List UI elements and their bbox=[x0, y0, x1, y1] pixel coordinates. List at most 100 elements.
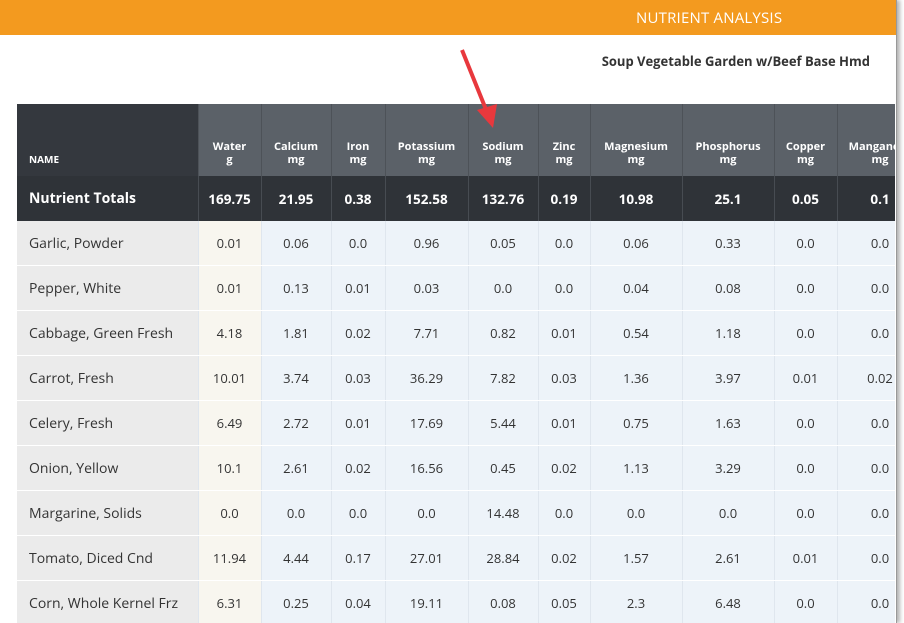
column-name: Copper bbox=[785, 139, 826, 154]
nutrient-value: 5.44 bbox=[468, 400, 539, 446]
column-header: Phosphorus mg bbox=[682, 104, 775, 176]
total-value: 0.38 bbox=[331, 176, 386, 221]
nutrient-value: 0.0 bbox=[837, 221, 895, 266]
nutrient-value: 2.72 bbox=[261, 400, 332, 446]
nutrient-value: 0.0 bbox=[774, 310, 838, 356]
nutrient-value: 3.74 bbox=[261, 355, 332, 401]
nutrient-value: 0.54 bbox=[590, 310, 683, 356]
nutrient-value: 0.0 bbox=[837, 265, 895, 311]
column-unit: mg bbox=[719, 152, 737, 167]
nutrient-value: 1.18 bbox=[682, 310, 775, 356]
column-header: Copper mg bbox=[774, 104, 838, 176]
nutrient-value: 0.0 bbox=[837, 445, 895, 491]
column-name: Calcium bbox=[273, 139, 319, 154]
nutrient-value: 0.0 bbox=[837, 580, 895, 623]
nutrient-value: 0.01 bbox=[774, 535, 838, 581]
nutrient-value: 2.61 bbox=[682, 535, 775, 581]
total-value: 169.75 bbox=[198, 176, 262, 221]
nutrient-value: 0.05 bbox=[538, 580, 591, 623]
nutrient-value: 0.0 bbox=[590, 490, 683, 536]
nutrient-value: 0.17 bbox=[331, 535, 386, 581]
ingredient-name: Celery, Fresh bbox=[17, 400, 199, 446]
nutrient-value: 16.56 bbox=[385, 445, 469, 491]
nutrient-value: 0.0 bbox=[538, 490, 591, 536]
nutrient-value: 3.97 bbox=[682, 355, 775, 401]
column-name: Iron bbox=[346, 139, 370, 154]
nutrient-value: 28.84 bbox=[468, 535, 539, 581]
nutrient-value: 4.44 bbox=[261, 535, 332, 581]
nutrient-value: 0.02 bbox=[538, 535, 591, 581]
nutrient-value: 1.57 bbox=[590, 535, 683, 581]
column-name: Sodium bbox=[482, 139, 524, 154]
column-header: NAME bbox=[17, 104, 199, 176]
column-name: NAME bbox=[29, 152, 60, 166]
ingredient-row: Corn, Whole Kernel Frz 6.31 0.25 0.04 19.11 0… bbox=[17, 580, 895, 623]
column-unit: mg bbox=[555, 152, 573, 167]
nutrient-value: 10.1 bbox=[198, 445, 262, 491]
ingredient-name: Carrot, Fresh bbox=[17, 355, 199, 401]
nutrient-value: 0.13 bbox=[261, 265, 332, 311]
nutrient-value: 0.45 bbox=[468, 445, 539, 491]
nutrient-value: 19.11 bbox=[385, 580, 469, 623]
column-unit: mg bbox=[349, 152, 367, 167]
ingredient-name: Garlic, Powder bbox=[17, 221, 199, 266]
nutrient-value: 0.0 bbox=[774, 221, 838, 266]
nutrient-value: 6.48 bbox=[682, 580, 775, 623]
nutrient-value: 6.31 bbox=[198, 580, 262, 623]
nutrient-value: 0.01 bbox=[198, 221, 262, 266]
ingredient-row: Onion, Yellow 10.1 2.61 0.02 16.56 0.45 0.02 1.… bbox=[17, 445, 895, 491]
ingredient-row: Garlic, Powder 0.01 0.06 0.0 0.96 0.05 0.0 0.06… bbox=[17, 221, 895, 266]
recipe-title: Soup Vegetable Garden w/Beef Base Hmd bbox=[601, 52, 870, 70]
ingredient-row: Carrot, Fresh 10.01 3.74 0.03 36.29 7.82 0.03 1… bbox=[17, 355, 895, 401]
column-name: Magnesium bbox=[604, 139, 668, 154]
column-header: Manganesemg bbox=[837, 104, 895, 176]
nutrient-value: 0.02 bbox=[538, 445, 591, 491]
nutrient-value: 0.01 bbox=[538, 400, 591, 446]
totals-row: Nutrient Totals 169.75 21.95 0.38 152.58 132.… bbox=[17, 176, 895, 221]
column-header: Calcium mg bbox=[261, 104, 332, 176]
nutrient-value: 0.04 bbox=[590, 265, 683, 311]
column-name: Phosphorus bbox=[695, 139, 761, 154]
nutrient-value: 14.48 bbox=[468, 490, 539, 536]
nutrient-value: 4.18 bbox=[198, 310, 262, 356]
nutrient-value: 0.0 bbox=[774, 265, 838, 311]
nutrient-value: 0.06 bbox=[590, 221, 683, 266]
nutrient-value: 0.0 bbox=[331, 221, 386, 266]
column-unit: mg bbox=[796, 152, 814, 167]
column-name: Potassium bbox=[397, 139, 456, 154]
nutrient-value: 0.0 bbox=[538, 221, 591, 266]
ingredient-name: Onion, Yellow bbox=[17, 445, 199, 491]
nutrient-value: 0.82 bbox=[468, 310, 539, 356]
column-unit: mg bbox=[627, 152, 645, 167]
ingredient-row: Pepper, White 0.01 0.13 0.01 0.03 0.0 0.0 0.04 0… bbox=[17, 265, 895, 311]
column-header: Zinc mg bbox=[538, 104, 591, 176]
nutrient-value: 0.0 bbox=[774, 445, 838, 491]
ingredient-name: Pepper, White bbox=[17, 265, 199, 311]
nutrient-value: 0.03 bbox=[331, 355, 386, 401]
nutrient-value: 17.69 bbox=[385, 400, 469, 446]
nutrient-value: 0.0 bbox=[774, 400, 838, 446]
nutrient-value: 0.0 bbox=[837, 535, 895, 581]
nutrient-value: 0.01 bbox=[331, 400, 386, 446]
nutrient-value: 0.0 bbox=[331, 490, 386, 536]
nutrient-value: 0.75 bbox=[590, 400, 683, 446]
nutrient-value: 0.0 bbox=[682, 490, 775, 536]
header-bar: NUTRIENT ANALYSIS bbox=[0, 0, 896, 35]
nutrient-value: 1.36 bbox=[590, 355, 683, 401]
nutrient-value: 36.29 bbox=[385, 355, 469, 401]
column-header: Iron mg bbox=[331, 104, 386, 176]
nutrient-value: 0.02 bbox=[331, 310, 386, 356]
nutrient-value: 0.01 bbox=[331, 265, 386, 311]
nutrient-value: 0.33 bbox=[682, 221, 775, 266]
nutrient-value: 0.01 bbox=[774, 355, 838, 401]
nutrient-value: 0.0 bbox=[385, 490, 469, 536]
nutrient-value: 2.3 bbox=[590, 580, 683, 623]
ingredient-row: Celery, Fresh 6.49 2.72 0.01 17.69 5.44 0.01 0.… bbox=[17, 400, 895, 446]
nutrient-value: 0.0 bbox=[837, 490, 895, 536]
column-unit: mg bbox=[494, 152, 512, 167]
nutrient-value: 11.94 bbox=[198, 535, 262, 581]
nutrient-value: 6.49 bbox=[198, 400, 262, 446]
nutrient-value: 0.08 bbox=[682, 265, 775, 311]
